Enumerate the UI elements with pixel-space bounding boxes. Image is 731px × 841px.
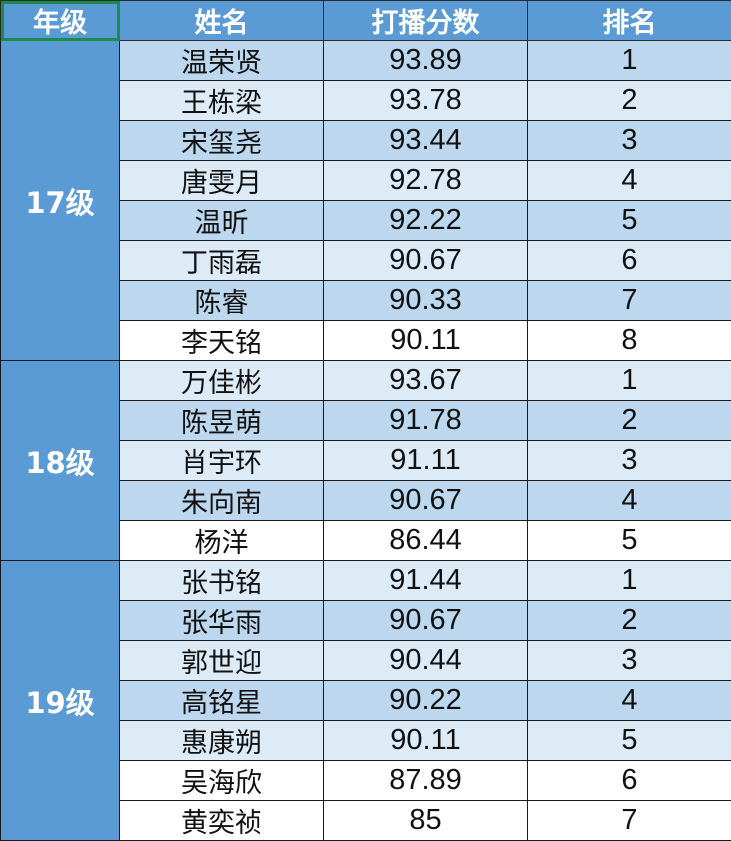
rank-cell[interactable]: 5: [528, 521, 731, 561]
name-cell[interactable]: 杨洋: [120, 521, 324, 561]
rank-cell[interactable]: 3: [528, 441, 731, 481]
score-cell[interactable]: 92.78: [324, 161, 528, 201]
rank-cell[interactable]: 7: [528, 281, 731, 321]
rank-cell[interactable]: 5: [528, 201, 731, 241]
rank-cell[interactable]: 7: [528, 801, 731, 841]
score-cell[interactable]: 90.67: [324, 601, 528, 641]
header-grade[interactable]: 年级: [1, 1, 120, 41]
score-cell[interactable]: 90.44: [324, 641, 528, 681]
name-cell[interactable]: 吴海欣: [120, 761, 324, 801]
rank-cell[interactable]: 1: [528, 561, 731, 601]
rank-cell[interactable]: 4: [528, 481, 731, 521]
rank-cell[interactable]: 4: [528, 681, 731, 721]
name-cell[interactable]: 丁雨磊: [120, 241, 324, 281]
score-cell[interactable]: 93.44: [324, 121, 528, 161]
name-cell[interactable]: 陈昱萌: [120, 401, 324, 441]
rank-cell[interactable]: 2: [528, 81, 731, 121]
name-cell[interactable]: 陈睿: [120, 281, 324, 321]
rank-cell[interactable]: 1: [528, 41, 731, 81]
name-cell[interactable]: 高铭星: [120, 681, 324, 721]
rank-cell[interactable]: 2: [528, 401, 731, 441]
rank-cell[interactable]: 4: [528, 161, 731, 201]
score-cell[interactable]: 87.89: [324, 761, 528, 801]
score-cell[interactable]: 90.67: [324, 481, 528, 521]
name-cell[interactable]: 张华雨: [120, 601, 324, 641]
rank-cell[interactable]: 5: [528, 721, 731, 761]
rank-cell[interactable]: 6: [528, 241, 731, 281]
score-cell[interactable]: 93.89: [324, 41, 528, 81]
score-cell[interactable]: 91.78: [324, 401, 528, 441]
name-cell[interactable]: 万佳彬: [120, 361, 324, 401]
header-name[interactable]: 姓名: [120, 1, 324, 41]
rank-cell[interactable]: 3: [528, 641, 731, 681]
name-cell[interactable]: 朱向南: [120, 481, 324, 521]
name-cell[interactable]: 惠康朔: [120, 721, 324, 761]
score-cell[interactable]: 90.11: [324, 721, 528, 761]
header-rank[interactable]: 排名: [528, 1, 731, 41]
score-cell[interactable]: 90.11: [324, 321, 528, 361]
score-cell[interactable]: 86.44: [324, 521, 528, 561]
grade-cell[interactable]: 19级: [1, 561, 120, 841]
score-cell[interactable]: 92.22: [324, 201, 528, 241]
score-cell[interactable]: 85: [324, 801, 528, 841]
rank-cell[interactable]: 2: [528, 601, 731, 641]
score-cell[interactable]: 91.11: [324, 441, 528, 481]
name-cell[interactable]: 温昕: [120, 201, 324, 241]
grade-cell[interactable]: 18级: [1, 361, 120, 561]
rank-cell[interactable]: 3: [528, 121, 731, 161]
name-cell[interactable]: 郭世迎: [120, 641, 324, 681]
score-cell[interactable]: 90.33: [324, 281, 528, 321]
score-cell[interactable]: 93.67: [324, 361, 528, 401]
score-cell[interactable]: 90.67: [324, 241, 528, 281]
name-cell[interactable]: 温荣贤: [120, 41, 324, 81]
name-cell[interactable]: 唐雯月: [120, 161, 324, 201]
name-cell[interactable]: 王栋梁: [120, 81, 324, 121]
name-cell[interactable]: 黄奕祯: [120, 801, 324, 841]
grade-cell[interactable]: 17级: [1, 41, 120, 361]
name-cell[interactable]: 肖宇环: [120, 441, 324, 481]
rank-cell[interactable]: 8: [528, 321, 731, 361]
score-cell[interactable]: 90.22: [324, 681, 528, 721]
header-row: 年级 姓名 打播分数 排名: [1, 1, 731, 41]
name-cell[interactable]: 宋玺尧: [120, 121, 324, 161]
rank-cell[interactable]: 1: [528, 361, 731, 401]
score-cell[interactable]: 91.44: [324, 561, 528, 601]
rank-cell[interactable]: 6: [528, 761, 731, 801]
header-score[interactable]: 打播分数: [324, 1, 528, 41]
score-cell[interactable]: 93.78: [324, 81, 528, 121]
name-cell[interactable]: 张书铭: [120, 561, 324, 601]
name-cell[interactable]: 李天铭: [120, 321, 324, 361]
